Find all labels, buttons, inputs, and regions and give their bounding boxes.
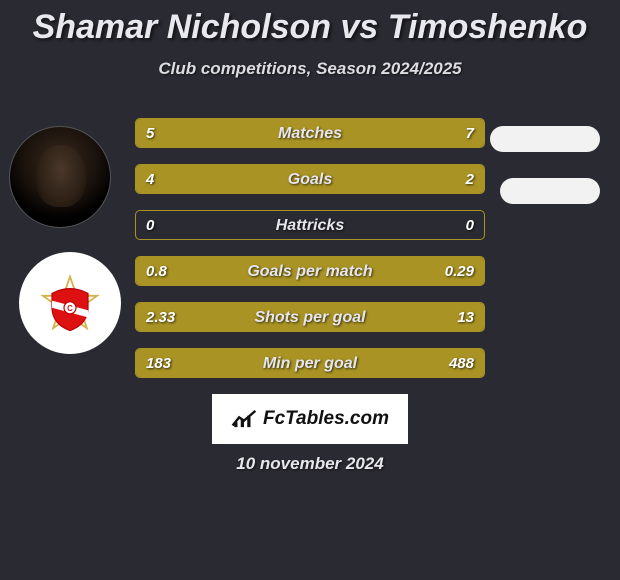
stat-row: Matches5 7	[135, 118, 485, 148]
page-title: Shamar Nicholson vs Timoshenko	[0, 0, 620, 47]
svg-text:C: C	[67, 304, 73, 313]
brand-chart-icon	[231, 408, 257, 430]
player2-club-badge: C	[19, 252, 121, 354]
stat-value-left: 5	[146, 119, 154, 148]
page-subtitle: Club competitions, Season 2024/2025	[0, 59, 620, 79]
stat-row: Goals per match0.8 0.29	[135, 256, 485, 286]
stat-label: Min per goal	[136, 349, 484, 378]
stat-value-right: 7	[466, 119, 474, 148]
stat-row: Goals4 2	[135, 164, 485, 194]
stat-value-right: 0	[466, 211, 474, 240]
stat-row: Min per goal183 488	[135, 348, 485, 378]
side-pill-2	[500, 178, 600, 204]
stat-value-left: 2.33	[146, 303, 175, 332]
date-line: 10 november 2024	[0, 454, 620, 474]
stat-value-left: 0.8	[146, 257, 167, 286]
stat-label: Goals	[136, 165, 484, 194]
brand-text: FcTables.com	[263, 408, 389, 430]
stat-value-left: 0	[146, 211, 154, 240]
stat-label: Goals per match	[136, 257, 484, 286]
stat-value-right: 488	[449, 349, 474, 378]
stat-row: Shots per goal2.33 13	[135, 302, 485, 332]
stat-label: Shots per goal	[136, 303, 484, 332]
stat-value-right: 0.29	[445, 257, 474, 286]
stat-rows-container: Matches5 7 Goals4 2 Hattricks0 0 Goals per mat…	[135, 118, 485, 394]
stat-value-left: 183	[146, 349, 171, 378]
stat-value-right: 13	[457, 303, 474, 332]
side-pill-1	[490, 126, 600, 152]
stat-value-left: 4	[146, 165, 154, 194]
stat-row: Hattricks0 0	[135, 210, 485, 240]
brand-badge: FcTables.com	[212, 394, 408, 444]
stat-label: Hattricks	[136, 211, 484, 240]
player1-avatar	[9, 126, 111, 228]
spartak-crest-icon: C	[40, 273, 100, 333]
stat-label: Matches	[136, 119, 484, 148]
stat-value-right: 2	[466, 165, 474, 194]
